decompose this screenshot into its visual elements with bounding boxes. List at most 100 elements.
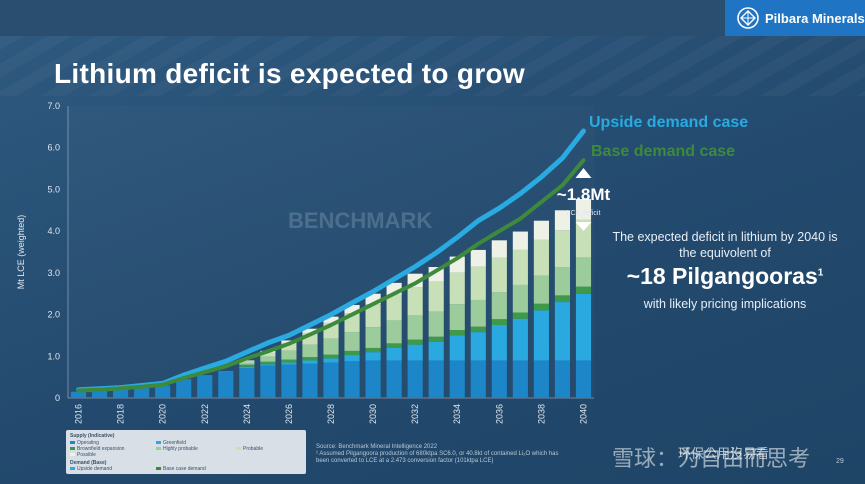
bar-segment bbox=[344, 355, 360, 362]
bar-segment bbox=[554, 360, 571, 398]
y-axis-title: Mt LCE (weighted) bbox=[16, 215, 26, 290]
bar-segment bbox=[512, 360, 528, 398]
bar-segment bbox=[365, 347, 381, 353]
xueqiu-watermark: 雪球：为自由而思考 bbox=[612, 447, 811, 472]
bar-segment bbox=[281, 342, 297, 351]
bar-segment bbox=[91, 390, 108, 398]
source-line1: Source: Benchmark Mineral Intelligence 2… bbox=[316, 444, 438, 450]
account-watermark: 环保公用沒易看 bbox=[678, 447, 770, 462]
bar-segment bbox=[365, 293, 381, 305]
bar-segment bbox=[554, 210, 571, 231]
bar-segment bbox=[491, 319, 507, 325]
bar-segment bbox=[323, 338, 339, 355]
bar-segment bbox=[575, 360, 592, 398]
bar-segment bbox=[533, 310, 549, 361]
bar-segment bbox=[302, 363, 318, 398]
y-tick-label: 6.0 bbox=[47, 143, 60, 153]
bar-segment bbox=[512, 231, 528, 250]
bar-segment bbox=[575, 286, 592, 294]
bar-segment bbox=[512, 318, 528, 361]
bar-segment bbox=[302, 332, 318, 345]
y-tick-label: 5.0 bbox=[47, 184, 60, 194]
bar-segment bbox=[470, 360, 486, 398]
bar-segment bbox=[386, 282, 402, 295]
bar-segment bbox=[575, 219, 592, 258]
source-line2: ¹ Assumed Pilgangoora production of 680k… bbox=[316, 451, 559, 457]
bar-segment bbox=[344, 350, 360, 356]
bar-segment bbox=[323, 362, 339, 398]
bar-segment bbox=[302, 360, 318, 364]
bar-segment bbox=[323, 358, 339, 363]
bar-segment bbox=[533, 360, 549, 398]
bar-segment bbox=[239, 360, 255, 362]
bar-segment bbox=[323, 354, 339, 359]
deficit-note: The expected deficit in lithium by 2040 … bbox=[600, 229, 850, 261]
bar-segment bbox=[470, 299, 486, 327]
bar-segment bbox=[113, 388, 129, 398]
source-note: Source: Benchmark Mineral Intelligence 2… bbox=[316, 444, 606, 465]
bar-segment bbox=[428, 311, 444, 337]
x-tick-label: 2028 bbox=[326, 404, 336, 424]
bar-segment bbox=[344, 332, 360, 351]
x-tick-label: 2036 bbox=[494, 404, 504, 424]
bar-segment bbox=[365, 304, 381, 328]
legend-item-base-demand: Base case demand bbox=[156, 466, 206, 472]
bar-segment bbox=[407, 339, 423, 345]
bar-segment bbox=[386, 347, 402, 361]
bar-segment bbox=[260, 361, 276, 365]
legend-item-operating: Operating bbox=[70, 440, 99, 446]
bar-segment bbox=[449, 272, 465, 305]
bar-segment bbox=[197, 375, 213, 398]
benchmark-watermark: BENCHMARK bbox=[288, 208, 432, 233]
bar-segment bbox=[449, 335, 465, 361]
x-tick-label: 2032 bbox=[410, 404, 420, 424]
bar-segment bbox=[281, 350, 297, 360]
bar-segment bbox=[365, 352, 381, 361]
bar-segment bbox=[428, 360, 444, 398]
source-line3: been converted to LCE at a 2.473 convers… bbox=[316, 458, 494, 464]
bar-segment bbox=[70, 391, 87, 398]
pricing-note: with likely pricing implications bbox=[643, 297, 807, 311]
x-tick-label: 2022 bbox=[200, 404, 210, 424]
bar-segment bbox=[491, 292, 507, 320]
legend-item-upside-demand: Upside demand bbox=[70, 466, 112, 472]
deficit-sub-label: LCE deficit bbox=[567, 210, 601, 217]
deficit-value-label: ~1.8Mt bbox=[557, 185, 611, 204]
brand-name: Pilbara Minerals bbox=[765, 10, 865, 26]
bar-segment bbox=[491, 257, 507, 293]
y-tick-label: 1.0 bbox=[47, 351, 60, 361]
bar-segment bbox=[449, 360, 465, 398]
bar-segment bbox=[344, 304, 360, 314]
bar-segment bbox=[554, 230, 571, 268]
bar-segment bbox=[386, 320, 402, 344]
legend-item-greenfield: Greenfield bbox=[156, 440, 186, 446]
bar-segment bbox=[407, 315, 423, 340]
legend-item-highly-probable: Highly probable bbox=[156, 446, 198, 452]
y-tick-label: 0 bbox=[55, 393, 60, 403]
bar-segment bbox=[155, 385, 171, 398]
deficit-arrow-up bbox=[575, 168, 592, 178]
pilgangoora-footnote-mark: 1 bbox=[817, 267, 824, 279]
bar-segment bbox=[281, 364, 297, 398]
bar-segment bbox=[386, 360, 402, 398]
x-tick-label: 2016 bbox=[74, 404, 84, 424]
header-bar bbox=[0, 0, 865, 36]
bar-segment bbox=[239, 367, 255, 398]
legend-item-possible: Possible bbox=[70, 452, 96, 458]
y-tick-label: 4.0 bbox=[47, 226, 60, 236]
x-tick-label: 2018 bbox=[116, 404, 126, 424]
bar-segment bbox=[575, 199, 592, 220]
pilbara-logo-icon bbox=[737, 7, 759, 29]
bar-segment bbox=[281, 362, 297, 365]
bar-segment bbox=[575, 293, 592, 361]
bar-segment bbox=[239, 362, 255, 365]
bar-segment bbox=[512, 312, 528, 319]
chart-legend: Supply (Indicative) Operating Brownfield… bbox=[66, 430, 306, 474]
bar-segment bbox=[554, 302, 571, 361]
bar-segment bbox=[260, 352, 276, 357]
bar-segment bbox=[428, 341, 444, 361]
bar-segment bbox=[260, 356, 276, 362]
x-tick-label: 2024 bbox=[242, 404, 252, 424]
bar-segment bbox=[512, 249, 528, 285]
bar-segment bbox=[239, 366, 255, 368]
